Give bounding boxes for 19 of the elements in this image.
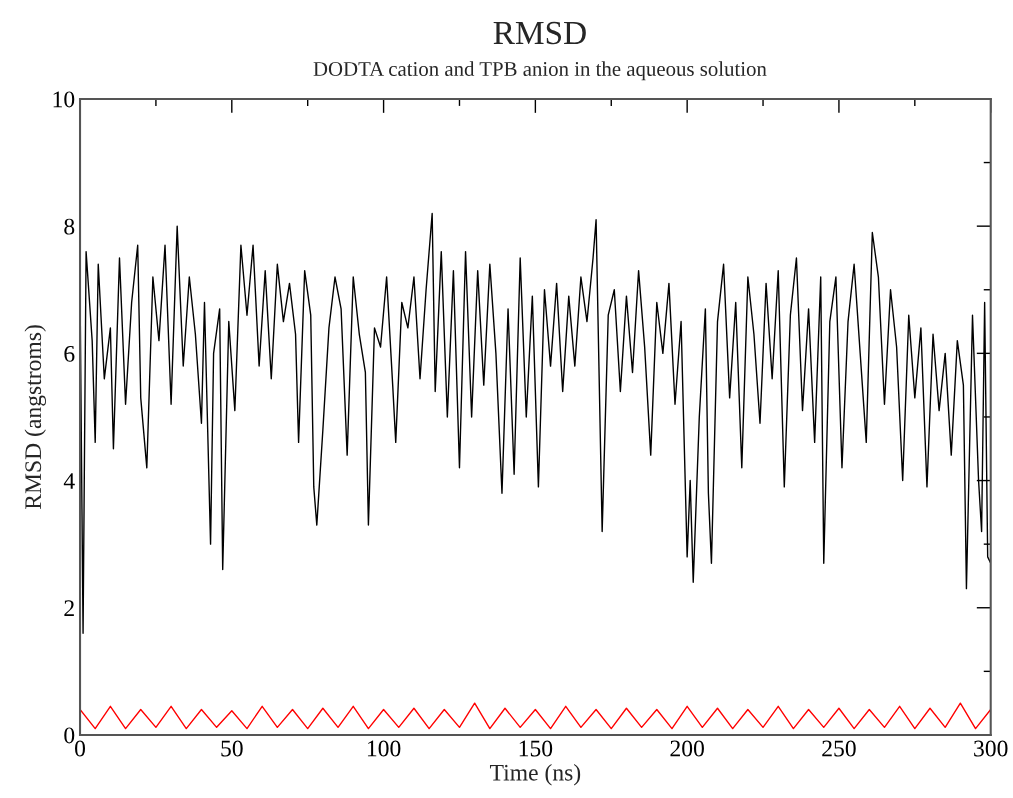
line-series: [80, 702, 991, 730]
x-tick-label: 150: [519, 740, 553, 757]
x-tick-label: 100: [367, 740, 401, 757]
x-tick-label: 250: [822, 740, 856, 757]
y-tick-label: 6: [64, 345, 75, 362]
x-tick-label: 200: [670, 740, 704, 757]
y-tick-label: 4: [63, 473, 75, 489]
y-axis-title: RMSD (angstroms): [24, 325, 46, 510]
chart-title: RMSD: [493, 21, 586, 45]
y-tick-label: 10: [53, 91, 75, 108]
y-tick-label: 2: [64, 600, 74, 616]
x-axis-title: Time (ns): [489, 764, 581, 786]
line-series: [80, 212, 991, 634]
y-tick-label: 0: [64, 727, 75, 744]
y-tick-label: 8: [64, 218, 75, 235]
x-tick-label: 300: [974, 740, 1008, 757]
chart-subtitle: DODTA cation and TPB anion in the aqueous solution: [313, 61, 767, 81]
x-tick-label: 0: [75, 740, 86, 757]
x-tick-label: 50: [221, 740, 243, 757]
